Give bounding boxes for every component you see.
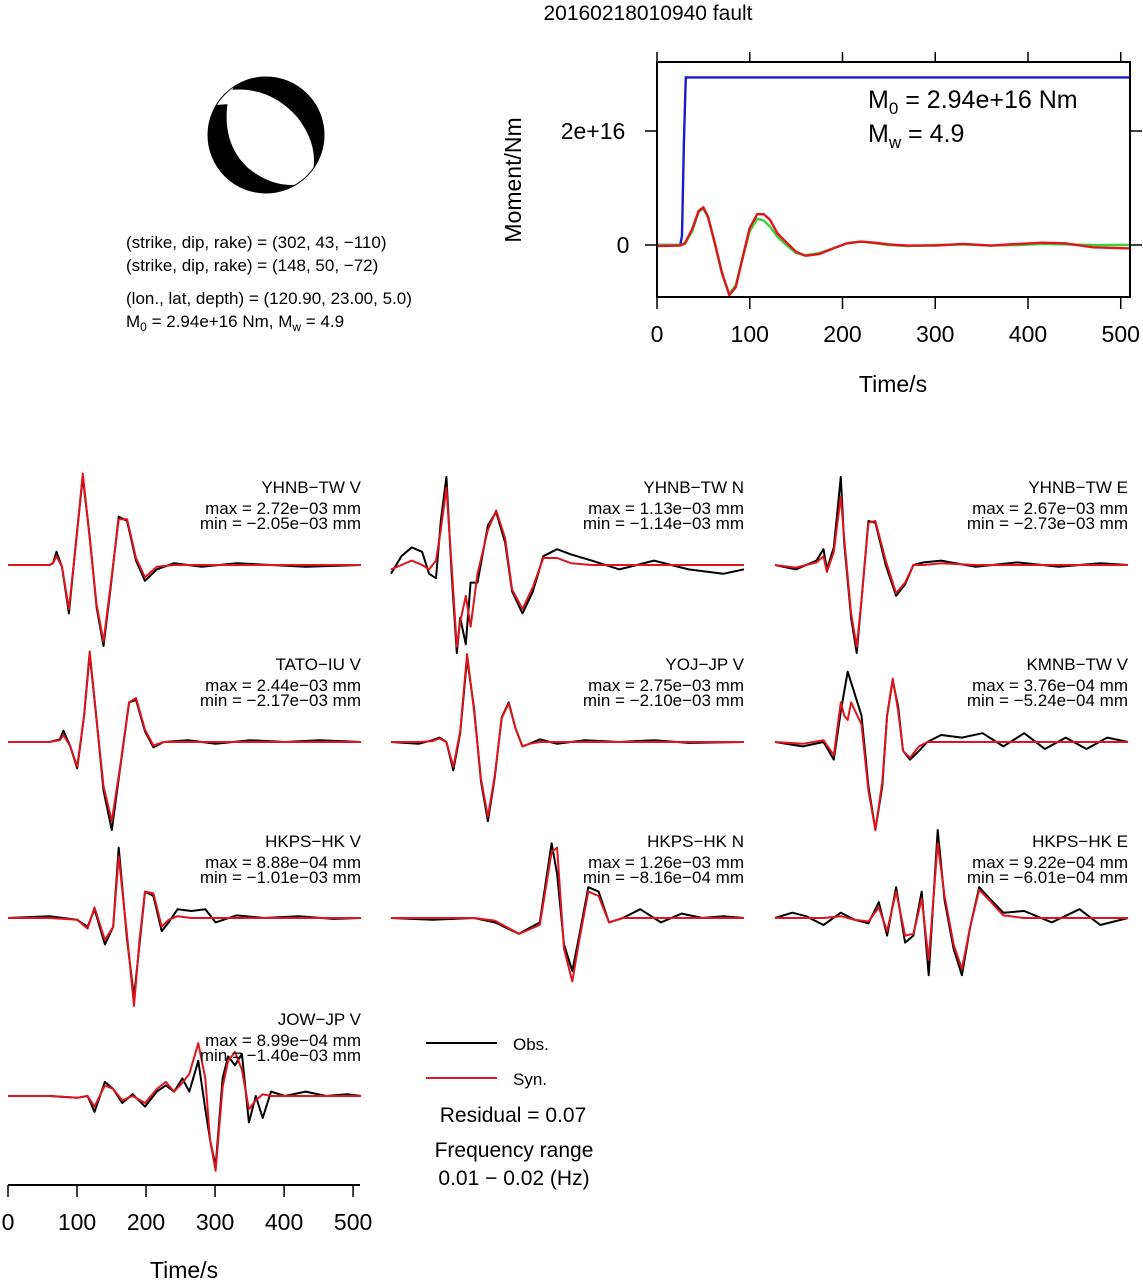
synthetic-trace <box>8 855 361 1007</box>
moment-x-axis: 0 100 200 300 400 500 <box>651 52 1140 347</box>
station-label: YHNB−TW V <box>261 478 361 497</box>
min-amplitude: min = −6.01e−04 mm <box>967 868 1128 887</box>
min-amplitude: min = −1.14e−03 mm <box>583 514 744 533</box>
moment-rate-red-line <box>656 205 1131 298</box>
synthetic-trace <box>8 472 361 643</box>
residual-text: Residual = 0.07 <box>440 1104 587 1127</box>
max-amplitude: max = 2.72e−03 mm <box>205 499 361 518</box>
synthetic-trace <box>774 495 1128 648</box>
min-amplitude: min = −2.10e−03 mm <box>583 691 744 710</box>
bottom-xtick-label: 500 <box>334 1209 372 1235</box>
bottom-time-axis: 0 100 200 300 400 500 <box>2 1184 372 1235</box>
station-label: KMNB−TW V <box>1026 655 1128 674</box>
mechanism-info: (strike, dip, rake) = (302, 43, −110) (s… <box>126 233 412 334</box>
frequency-value: 0.01 − 0.02 (Hz) <box>438 1167 589 1190</box>
bottom-xtick-label: 400 <box>265 1209 303 1235</box>
max-amplitude: max = 1.13e−03 mm <box>588 499 744 518</box>
station-label: YOJ−JP V <box>665 655 744 674</box>
station-label: YHNB−TW N <box>643 478 744 497</box>
station-label: HKPS−HK E <box>1032 832 1128 851</box>
station-label: HKPS−HK N <box>647 832 744 851</box>
moment-mw-label: Mw = 4.9 <box>868 120 964 152</box>
moment-xtick-label: 400 <box>1009 321 1047 347</box>
min-amplitude: min = −1.40e−03 mm <box>200 1046 361 1065</box>
moment-rate-green-line <box>657 206 1130 297</box>
legend-syn-label: Syn. <box>513 1070 547 1089</box>
station-label: TATO−IU V <box>276 655 362 674</box>
min-amplitude: min = −2.17e−03 mm <box>200 691 361 710</box>
legend-obs-label: Obs. <box>513 1035 549 1054</box>
synthetic-trace <box>391 846 744 983</box>
max-amplitude: max = 3.76e−04 mm <box>972 676 1128 695</box>
moment-plot-area <box>656 76 1131 298</box>
max-amplitude: max = 2.75e−03 mm <box>588 676 744 695</box>
moment-y-axis <box>645 130 1142 246</box>
observed-trace <box>8 1052 362 1168</box>
bottom-xtick-label: 300 <box>196 1209 234 1235</box>
station-label: YHNB−TW E <box>1028 478 1128 497</box>
moment-xtick-label: 300 <box>916 321 954 347</box>
moment-panel: 0 2e+16 0 100 200 300 400 500 Moment/Nm Time/… <box>500 52 1142 397</box>
moment-m0-label: M0 = 2.94e+16 Nm <box>868 86 1078 118</box>
max-amplitude: max = 1.26e−03 mm <box>588 853 744 872</box>
min-amplitude: min = −2.73e−03 mm <box>967 514 1128 533</box>
bottom-xtick-label: 200 <box>127 1209 165 1235</box>
moment-summary: M0 = 2.94e+16 Nm, Mw = 4.9 <box>126 312 344 334</box>
moment-xtick-label: 500 <box>1102 321 1140 347</box>
max-amplitude: max = 8.88e−04 mm <box>205 853 361 872</box>
synthetic-trace <box>8 1042 361 1172</box>
station-label: JOW−JP V <box>278 1010 362 1029</box>
moment-xlabel: Time/s <box>859 371 927 397</box>
max-amplitude: max = 8.99e−04 mm <box>205 1031 361 1050</box>
frequency-title: Frequency range <box>435 1139 594 1162</box>
moment-plot-frame <box>656 61 1131 298</box>
min-amplitude: min = −2.05e−03 mm <box>200 514 361 533</box>
station-label: HKPS−HK V <box>265 832 362 851</box>
observed-trace <box>774 829 1129 977</box>
min-amplitude: min = −8.16e−04 mm <box>583 868 744 887</box>
max-amplitude: max = 2.44e−03 mm <box>205 676 361 695</box>
legend: Obs. Syn. <box>426 1035 549 1089</box>
synthetic-trace <box>775 842 1128 970</box>
hypocenter: (lon., lat, depth) = (120.90, 23.00, 5.0… <box>126 289 412 308</box>
min-amplitude: min = −1.01e−03 mm <box>200 868 361 887</box>
nodal-plane-2: (strike, dip, rake) = (148, 50, −72) <box>126 256 378 275</box>
bottom-xlabel: Time/s <box>150 1257 218 1281</box>
synthetic-trace <box>390 486 744 648</box>
nodal-plane-1: (strike, dip, rake) = (302, 43, −110) <box>126 233 386 252</box>
synthetic-trace <box>391 653 744 818</box>
moment-xtick-label: 0 <box>651 321 664 347</box>
moment-ytick-0: 0 <box>617 232 630 258</box>
beachball-icon <box>207 76 325 194</box>
min-amplitude: min = −5.24e−04 mm <box>967 691 1128 710</box>
max-amplitude: max = 2.67e−03 mm <box>972 499 1128 518</box>
figure-title: 20160218010940 fault <box>543 2 752 25</box>
moment-xtick-label: 100 <box>731 321 769 347</box>
observed-trace <box>390 476 745 654</box>
synthetic-trace <box>774 677 1128 831</box>
moment-ytick-2e16: 2e+16 <box>561 118 626 144</box>
moment-xtick-label: 200 <box>823 321 861 347</box>
bottom-xtick-label: 100 <box>58 1209 96 1235</box>
max-amplitude: max = 9.22e−04 mm <box>972 853 1128 872</box>
bottom-xtick-label: 0 <box>2 1209 15 1235</box>
moment-ylabel: Moment/Nm <box>500 117 526 242</box>
synthetic-trace <box>8 650 361 823</box>
